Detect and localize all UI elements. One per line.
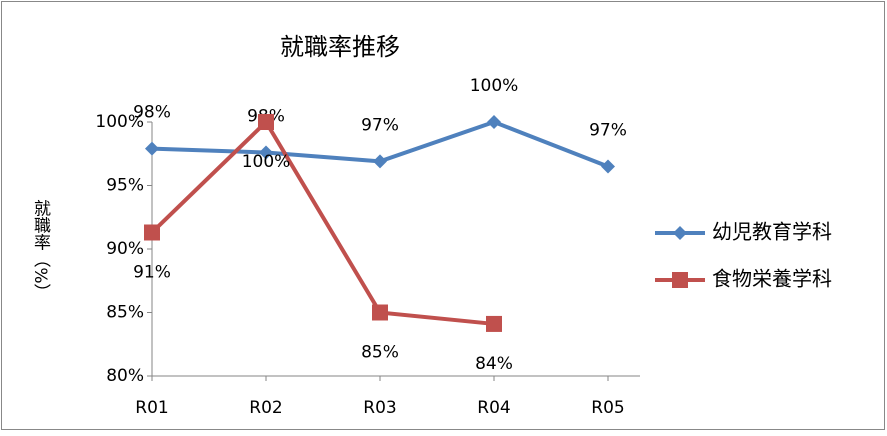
x-tick-label: R03 [363,398,396,418]
y-tick-label: 80% [106,366,144,386]
data-label: 100% [470,76,519,96]
legend-label: 食物栄養学科 [712,267,832,291]
legend-marker [672,272,688,288]
chart-title: 就職率推移 [280,33,400,61]
data-label: 98% [133,103,171,123]
data-point [145,141,159,156]
data-label: 100% [242,152,291,172]
legend-marker [673,226,687,240]
data-point [486,315,502,332]
y-tick-label: 95% [106,176,144,196]
data-point [373,154,387,169]
y-tick-label: 90% [106,239,144,259]
x-tick-label: R02 [249,398,282,418]
data-point [259,145,273,160]
data-point [144,224,160,241]
x-tick-label: R04 [477,398,510,418]
data-label: 91% [133,262,171,282]
x-tick-label: R05 [591,398,624,418]
legend-label: 幼児教育学科 [712,220,832,244]
data-point [487,115,501,129]
x-tick-label: R01 [135,398,168,418]
y-tick-label: 100% [95,112,144,132]
y-tick-label: 85% [106,303,144,323]
data-label: 97% [589,120,627,140]
data-label: 84% [475,354,513,374]
data-label: 97% [361,115,399,135]
data-point [601,159,615,174]
data-point [258,114,274,130]
series-line [150,120,495,326]
data-point [372,304,388,321]
y-axis-label: 就職率（%） [30,199,51,300]
data-label: 85% [361,343,399,363]
